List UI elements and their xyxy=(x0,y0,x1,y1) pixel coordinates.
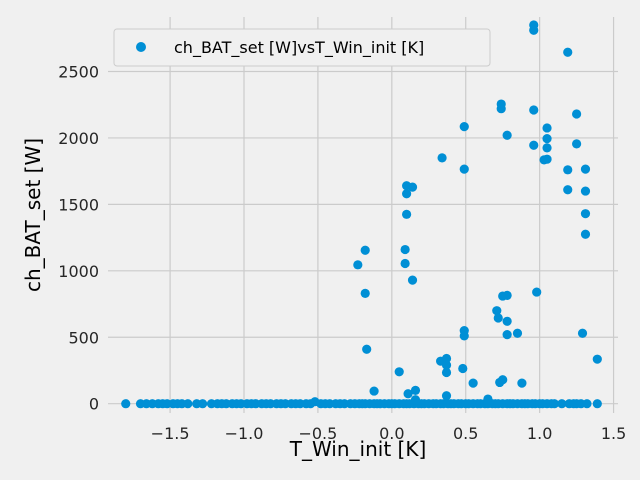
data-point xyxy=(529,140,539,150)
data-point xyxy=(572,139,582,149)
x-tick-label: 0.5 xyxy=(453,424,478,443)
data-point xyxy=(441,391,452,401)
data-point xyxy=(580,209,591,219)
data-point xyxy=(360,245,370,255)
x-tick-label: 1.0 xyxy=(527,424,552,443)
data-point xyxy=(498,375,508,385)
legend-marker xyxy=(136,42,146,52)
data-point xyxy=(492,306,502,316)
y-tick-label: 2500 xyxy=(58,62,99,81)
data-point xyxy=(402,189,412,199)
data-point xyxy=(183,399,193,409)
data-point xyxy=(459,122,469,132)
data-point xyxy=(496,104,506,114)
data-point xyxy=(502,130,512,140)
data-point xyxy=(502,290,512,300)
data-point xyxy=(410,395,421,405)
data-points xyxy=(121,20,602,409)
data-point xyxy=(459,164,469,174)
data-point xyxy=(121,399,131,409)
data-point xyxy=(459,331,469,341)
y-tick-labels: 0 500 1000 1500 2000 2500 xyxy=(58,62,99,413)
data-point xyxy=(563,165,573,175)
y-tick-label: 1500 xyxy=(58,195,99,214)
data-point xyxy=(502,329,512,340)
data-point xyxy=(502,316,512,326)
data-point xyxy=(592,354,602,364)
data-point xyxy=(582,399,592,409)
x-tick-label: −1.5 xyxy=(151,424,190,443)
y-tick-label: 1000 xyxy=(58,262,99,281)
y-tick-label: 2000 xyxy=(58,129,99,148)
data-point xyxy=(512,328,523,338)
x-tick-label: 0.0 xyxy=(379,424,404,443)
x-tick-label: −1.0 xyxy=(225,424,264,443)
plot-area-background xyxy=(108,17,618,413)
data-point xyxy=(529,105,539,115)
data-point xyxy=(532,287,542,297)
data-point xyxy=(410,385,421,396)
data-point xyxy=(572,109,582,119)
data-point xyxy=(400,258,410,269)
data-point xyxy=(402,209,412,219)
data-point xyxy=(360,288,370,299)
legend: ch_BAT_set [W]vsT_Win_init [K] xyxy=(113,28,491,67)
data-point xyxy=(577,328,588,338)
data-point xyxy=(400,244,410,255)
data-point xyxy=(369,386,379,396)
data-point xyxy=(441,360,452,370)
data-point xyxy=(542,133,552,144)
data-point xyxy=(407,275,418,285)
data-point xyxy=(441,367,452,378)
data-point xyxy=(407,182,418,192)
data-point xyxy=(549,399,560,409)
y-axis-label: ch_BAT_set [W] xyxy=(21,138,45,292)
legend-label: ch_BAT_set [W]vsT_Win_init [K] xyxy=(174,38,424,58)
gridlines xyxy=(108,17,618,413)
data-point xyxy=(563,185,573,195)
x-tick-label: −0.5 xyxy=(298,424,337,443)
data-point xyxy=(542,154,552,164)
x-tick-label: 1.5 xyxy=(601,424,626,443)
x-tick-labels: −1.5 −1.0 −0.5 0.0 0.5 1.0 1.5 xyxy=(151,424,627,443)
x-axis-label: T_Win_init [K] xyxy=(289,437,427,461)
data-point xyxy=(580,164,591,174)
data-point xyxy=(563,47,573,57)
data-point xyxy=(458,363,468,374)
data-point xyxy=(493,313,503,323)
data-point xyxy=(592,399,602,409)
data-point xyxy=(542,123,552,133)
data-point xyxy=(394,367,404,377)
y-tick-label: 0 xyxy=(89,395,99,414)
data-point xyxy=(542,143,552,153)
data-point xyxy=(198,399,208,409)
data-point xyxy=(468,378,478,388)
data-point xyxy=(441,353,452,364)
data-point xyxy=(353,260,363,270)
data-point xyxy=(580,229,591,239)
data-point xyxy=(517,378,527,388)
data-point xyxy=(483,394,493,404)
data-point xyxy=(362,344,372,354)
legend-box xyxy=(113,28,491,67)
data-point xyxy=(557,399,567,409)
data-point xyxy=(403,389,413,399)
data-point xyxy=(529,25,539,35)
y-tick-label: 500 xyxy=(68,328,99,347)
data-point xyxy=(437,153,447,163)
data-point xyxy=(580,186,591,196)
